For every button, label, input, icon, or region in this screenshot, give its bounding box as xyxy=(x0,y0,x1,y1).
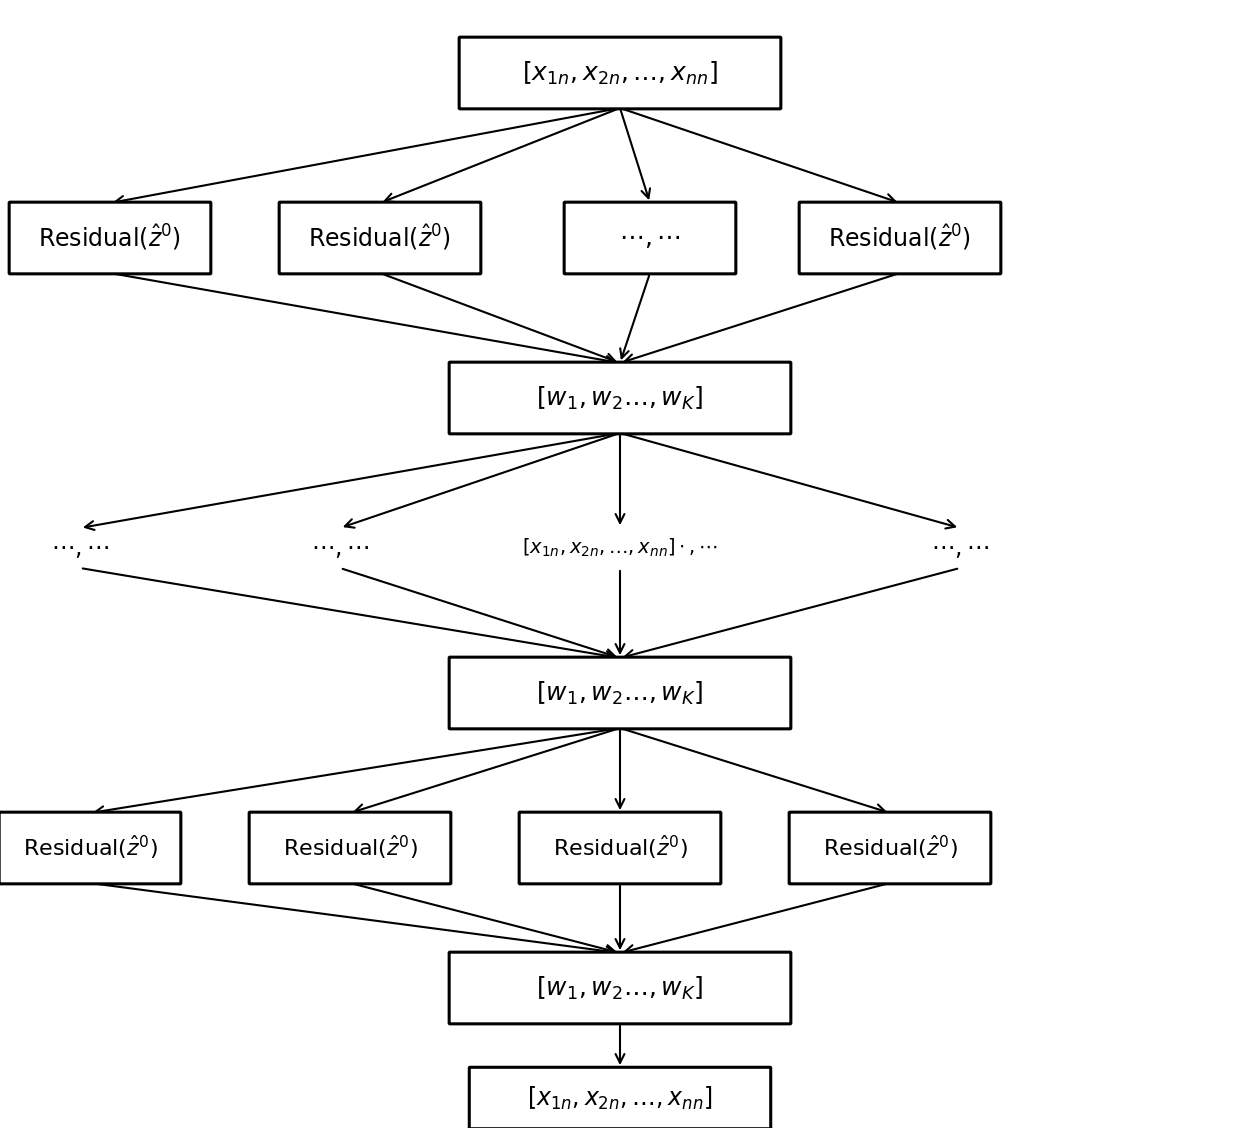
Text: $[w_1,w_2\ldots,w_K]$: $[w_1,w_2\ldots,w_K]$ xyxy=(537,679,703,706)
Text: $\mathrm{Residual}(\hat{z}^{0})$: $\mathrm{Residual}(\hat{z}^{0})$ xyxy=(309,223,451,253)
Text: $[x_{1n},x_{2n},\ldots,x_{nn}]\cdot,\cdots$: $[x_{1n},x_{2n},\ldots,x_{nn}]\cdot,\cdo… xyxy=(522,537,718,559)
Text: $\mathrm{Residual}(\hat{z}^{0})$: $\mathrm{Residual}(\hat{z}^{0})$ xyxy=(22,834,157,862)
Text: $\cdots,\cdots$: $\cdots,\cdots$ xyxy=(619,226,681,250)
FancyBboxPatch shape xyxy=(799,202,1001,274)
FancyBboxPatch shape xyxy=(789,812,991,884)
Text: $\cdots,\cdots$: $\cdots,\cdots$ xyxy=(51,536,109,559)
FancyBboxPatch shape xyxy=(520,812,720,884)
Text: $\mathrm{Residual}(\hat{z}^{0})$: $\mathrm{Residual}(\hat{z}^{0})$ xyxy=(38,223,181,253)
Text: $[w_1,w_2\ldots,w_K]$: $[w_1,w_2\ldots,w_K]$ xyxy=(537,975,703,1002)
Text: $\mathrm{Residual}(\hat{z}^{0})$: $\mathrm{Residual}(\hat{z}^{0})$ xyxy=(553,834,687,862)
Text: $[w_1,w_2\ldots,w_K]$: $[w_1,w_2\ldots,w_K]$ xyxy=(537,385,703,412)
FancyBboxPatch shape xyxy=(0,812,181,884)
FancyBboxPatch shape xyxy=(564,202,735,274)
FancyBboxPatch shape xyxy=(449,658,791,729)
Text: $\mathrm{Residual}(\hat{z}^{0})$: $\mathrm{Residual}(\hat{z}^{0})$ xyxy=(822,834,957,862)
Text: $\mathrm{Residual}(\hat{z}^{0})$: $\mathrm{Residual}(\hat{z}^{0})$ xyxy=(283,834,418,862)
FancyBboxPatch shape xyxy=(469,1067,771,1128)
Text: $\cdots,\cdots$: $\cdots,\cdots$ xyxy=(311,536,370,559)
FancyBboxPatch shape xyxy=(449,952,791,1024)
FancyBboxPatch shape xyxy=(9,202,211,274)
Text: $\cdots,\cdots$: $\cdots,\cdots$ xyxy=(931,536,990,559)
Text: $[x_{1n},x_{2n},\ldots,x_{nn}]$: $[x_{1n},x_{2n},\ldots,x_{nn}]$ xyxy=(527,1084,713,1111)
Text: $[x_{1n},x_{2n},\ldots,x_{nn}]$: $[x_{1n},x_{2n},\ldots,x_{nn}]$ xyxy=(522,60,718,87)
FancyBboxPatch shape xyxy=(459,37,781,108)
FancyBboxPatch shape xyxy=(279,202,481,274)
FancyBboxPatch shape xyxy=(449,362,791,434)
Text: $\mathrm{Residual}(\hat{z}^{0})$: $\mathrm{Residual}(\hat{z}^{0})$ xyxy=(828,223,971,253)
FancyBboxPatch shape xyxy=(249,812,451,884)
